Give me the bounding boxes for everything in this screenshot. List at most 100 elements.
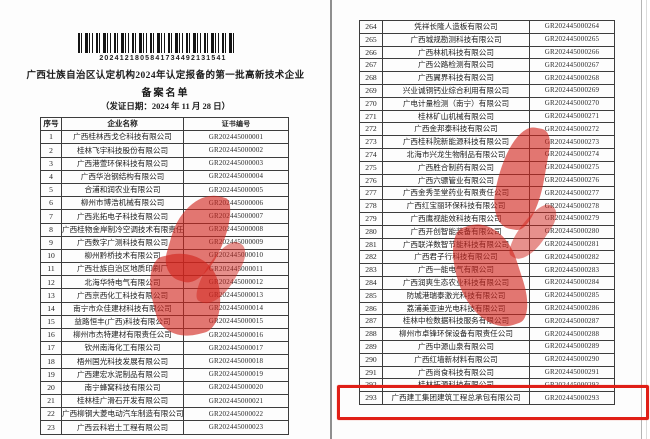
table-row: 291 广西尚食科技有限公司 GR202445000291 — [359, 365, 615, 380]
cert-number-cell: GR202445000264 — [529, 20, 615, 34]
company-name-cell: 益路恒丰(广西)科技有限公司 — [61, 314, 184, 330]
serial-cell: 264 — [359, 20, 383, 34]
company-name-cell: 广西桂科院新能源科技有限公司 — [382, 135, 530, 149]
cert-number-cell: GR202445000277 — [529, 186, 615, 201]
serial-cell: 286 — [359, 301, 383, 316]
table-row: 9 广西数字广测科技有限公司 GR202445000009 — [40, 235, 289, 250]
company-name-cell: 广西城规勘测科技有限公司 — [382, 32, 530, 47]
serial-cell: 291 — [359, 365, 383, 380]
serial-cell: 287 — [359, 314, 383, 329]
company-table-right: 264 凭祥长隆人造板有限公司 GR202445000264 265 广西城规勘测科技有… — [359, 20, 615, 405]
table-row: 286 荔浦美亚迪光电科技有限公司 GR202445000286 — [359, 301, 615, 316]
company-name-cell: 广西华治钢结构有限公司 — [61, 169, 184, 184]
issue-date: （发证日期：2024 年 11 月 28 日） — [100, 101, 231, 111]
company-name-cell: 广西柳钢大菱电动汽车制造有限公司 — [61, 407, 184, 422]
company-name-cell: 广西中源山泉有限公司 — [382, 339, 530, 354]
serial-cell: 1 — [40, 130, 62, 145]
cert-number-cell: GR202445000004 — [183, 169, 289, 184]
company-name-cell: 广西林机科技有限公司 — [382, 45, 530, 60]
doc-title-line1: 广西壮族自治区认定机构2024年认定报备的第一批高新技术企业 — [26, 71, 305, 81]
table-row: 276 广西六骠管业有限公司 GR202445000276 — [359, 173, 615, 188]
table-row: 274 北海市兴龙生物制品有限公司 GR202445000274 — [359, 147, 615, 162]
serial-cell: 273 — [359, 135, 383, 149]
serial-cell: 269 — [359, 83, 383, 98]
cert-number-cell: GR202445000290 — [529, 352, 615, 367]
table-row: 283 广西一能电气有限公司 GR202445000283 — [359, 263, 615, 277]
serial-cell: 289 — [359, 339, 383, 354]
company-name-cell: 桂林桂广滑石开发有限公司 — [61, 393, 184, 409]
company-name-cell: 广西一能电气有限公司 — [382, 263, 530, 277]
company-name-cell: 广西壮族自治区地质印刷厂 — [61, 262, 184, 277]
cert-number-cell: GR202445000018 — [183, 354, 289, 369]
table-row: 14 南宁市众佳建材科技有限公司 GR202445000014 — [40, 301, 289, 316]
serial-cell: 266 — [359, 45, 383, 60]
cert-number-cell: GR202445000021 — [183, 393, 289, 409]
table-row: 18 梧州国光科技发展有限公司 GR202445000018 — [40, 354, 289, 369]
cert-number-cell: GR202445000020 — [183, 380, 289, 395]
table-row: 21 桂林桂广滑石开发有限公司 GR202445000021 — [40, 393, 289, 409]
company-name-cell: 广西金秀圣堂药业有限责任公司 — [382, 186, 530, 201]
table-row: 16 柳州市杰特建材有限责任公司 GR202445000016 — [40, 327, 289, 343]
serial-cell: 13 — [40, 288, 62, 303]
cert-number-cell: GR202445000267 — [529, 58, 615, 73]
serial-cell: 15 — [40, 314, 62, 330]
company-name-cell: 柳州市卓锋环保设备有限责任公司 — [382, 327, 530, 341]
serial-cell: 6 — [40, 196, 62, 211]
table-row: 277 广西金秀圣堂药业有限责任公司 GR202445000277 — [359, 186, 615, 201]
cert-number-cell: GR202445000002 — [183, 143, 289, 158]
serial-cell: 9 — [40, 235, 62, 250]
cert-number-cell: GR202445000023 — [183, 420, 289, 435]
cert-number-cell: GR202445000022 — [183, 407, 289, 422]
cert-number-cell: GR202445000291 — [529, 365, 615, 380]
serial-cell: 17 — [40, 341, 62, 356]
company-name-cell: 广西港萱环保科技有限公司 — [61, 156, 184, 171]
cert-number-cell: GR202445000281 — [529, 237, 615, 252]
cert-number-cell: GR202445000014 — [183, 301, 289, 316]
serial-cell: 271 — [359, 109, 383, 124]
company-name-cell: 广西建宏水泥制品有限公司 — [61, 367, 184, 382]
serial-cell: 270 — [359, 96, 383, 111]
cert-number-cell: GR202445000019 — [183, 367, 289, 382]
table-row: 11 广西壮族自治区地质印刷厂 GR202445000011 — [40, 262, 289, 277]
serial-cell: 277 — [359, 186, 383, 201]
cert-number-cell: GR202445000016 — [183, 327, 289, 343]
serial-cell: 292 — [359, 378, 383, 393]
page-edge-line — [646, 0, 647, 439]
company-name-cell: 凭祥长隆人造板有限公司 — [382, 20, 530, 34]
company-name-cell: 广西兆拓电子科技有限公司 — [61, 209, 184, 224]
table-row: 285 防城港瑞泰激光科技有限公司 GR202445000285 — [359, 288, 615, 303]
company-name-cell: 广西润爽生态农业科技有限公司 — [382, 275, 530, 290]
table-row: 10 柳州黔桥技术有限公司 GR202445000010 — [40, 248, 289, 264]
cert-number-cell: GR202445000287 — [529, 314, 615, 329]
table-row: 284 广西润爽生态农业科技有限公司 GR202445000284 — [359, 275, 615, 290]
table-row: 7 广西兆拓电子科技有限公司 GR202445000007 — [40, 209, 289, 224]
company-name-cell: 广西红宝丽环保科技有限公司 — [382, 199, 530, 213]
serial-cell: 4 — [40, 169, 62, 184]
table-row: 265 广西城规勘测科技有限公司 GR202445000265 — [359, 32, 615, 47]
serial-cell: 285 — [359, 288, 383, 303]
cert-number-cell: GR202445000279 — [529, 211, 615, 226]
company-name-cell: 柳州黔桥技术有限公司 — [61, 248, 184, 264]
cert-number-cell: GR202445000005 — [183, 182, 289, 198]
cert-number-cell: GR202445000269 — [529, 83, 615, 98]
serial-cell: 283 — [359, 263, 383, 277]
table-row: 1 广西桂林西戈仑科技有限公司 GR202445000001 — [40, 130, 289, 145]
company-name-cell: 广西金邦泰科技有限公司 — [382, 122, 530, 137]
table-row: 3 广西港萱环保科技有限公司 GR202445000003 — [40, 156, 289, 171]
serial-cell: 10 — [40, 248, 62, 264]
company-name-cell: 广西桂物金岸制冷空调技术有限责任公司 — [61, 222, 184, 237]
serial-cell: 14 — [40, 301, 62, 316]
cert-number-cell: GR202445000265 — [529, 32, 615, 47]
company-name-cell: 南宁蜂窝科技有限公司 — [61, 380, 184, 395]
cert-number-cell: GR202445000009 — [183, 235, 289, 250]
company-name-cell: 桂林矿山机械有限公司 — [382, 109, 530, 124]
serial-cell: 20 — [40, 380, 62, 395]
table-row: 12 北海华特电气有限公司 GR202445000012 — [40, 275, 289, 290]
cert-number-cell: GR202445000271 — [529, 109, 615, 124]
company-name-cell: 广西胜合制药有限公司 — [382, 160, 530, 175]
cert-number-cell: GR202445000272 — [529, 122, 615, 137]
table-row: 282 广西君子行科技有限公司 GR202445000282 — [359, 250, 615, 265]
cert-number-cell: GR202445000273 — [529, 135, 615, 149]
page-divider — [330, 0, 332, 439]
cert-number-cell: GR202445000017 — [183, 341, 289, 356]
